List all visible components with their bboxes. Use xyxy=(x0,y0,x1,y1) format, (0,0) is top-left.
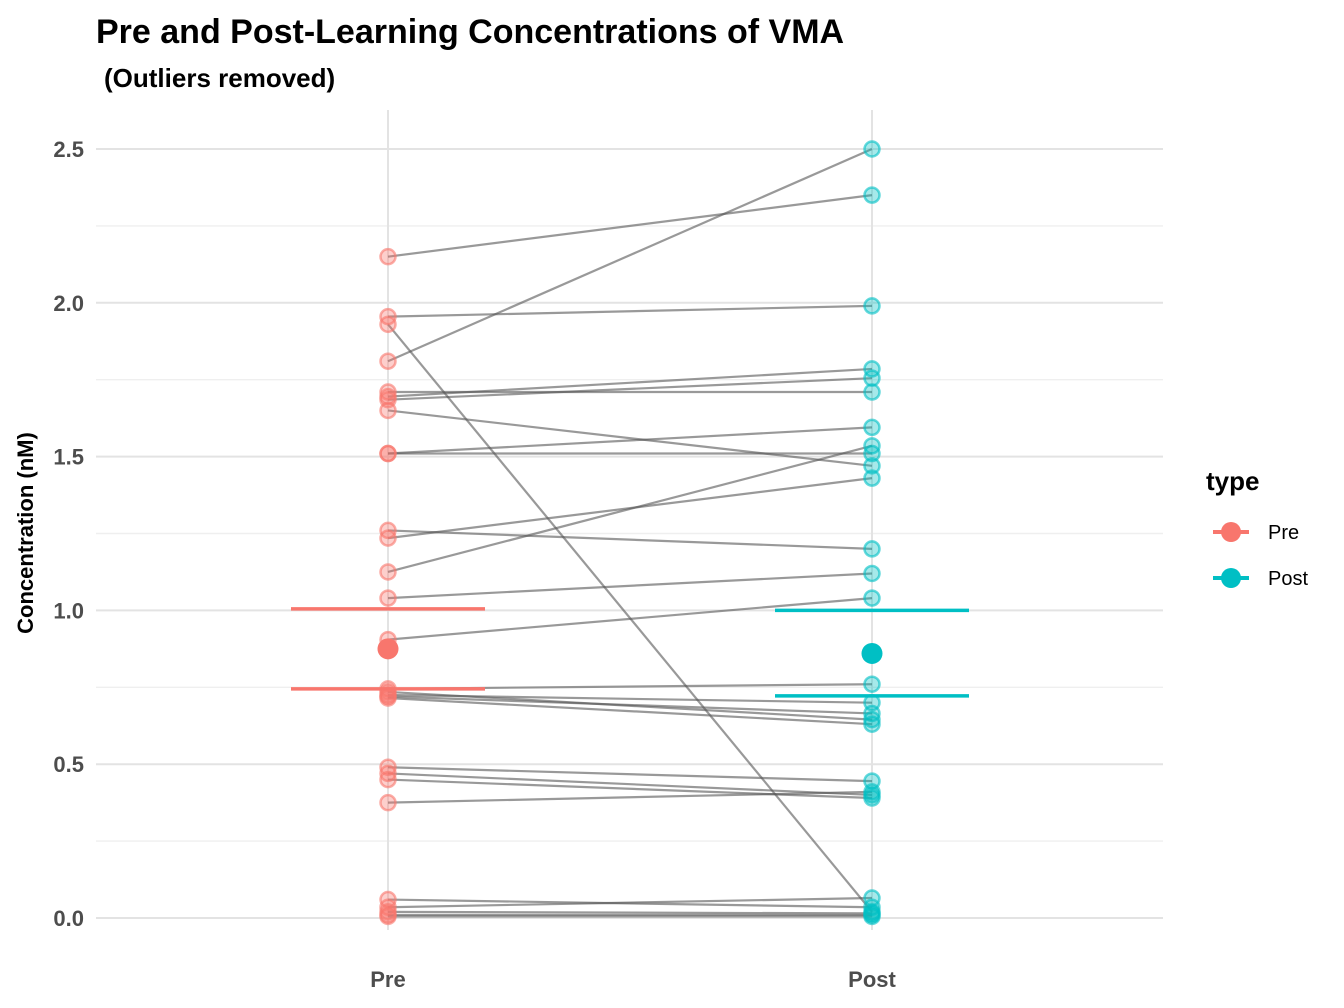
point-pre xyxy=(379,315,397,334)
pair-line xyxy=(387,766,873,783)
point-pre xyxy=(379,352,397,370)
point-pre xyxy=(379,793,397,812)
legend-title: type xyxy=(1206,466,1259,496)
x-tick-label: Pre xyxy=(370,967,405,992)
pair-line xyxy=(387,772,873,797)
data-points xyxy=(379,140,881,926)
pair-line xyxy=(387,444,873,574)
chart-subtitle: (Outliers removed) xyxy=(104,63,335,93)
pair-line xyxy=(387,597,873,641)
legend-key-dot xyxy=(1221,568,1241,588)
pair-line xyxy=(387,695,873,715)
y-tick-label: 2.0 xyxy=(53,291,84,316)
point-pre xyxy=(379,401,397,420)
point-post xyxy=(863,889,881,907)
point-post xyxy=(863,710,881,729)
chart-title: Pre and Post-Learning Concentrations of … xyxy=(96,13,844,51)
legend-label: Pre xyxy=(1268,522,1299,544)
point-post xyxy=(863,789,881,807)
legend-label: Post xyxy=(1268,568,1308,590)
legend-key-dot xyxy=(1221,522,1241,542)
point-post xyxy=(863,589,881,607)
point-post xyxy=(863,369,881,387)
pair-line xyxy=(387,409,873,467)
y-tick-label: 2.5 xyxy=(53,137,84,162)
point-post xyxy=(863,469,881,487)
x-tick-label: Post xyxy=(848,967,896,992)
grid xyxy=(96,110,1163,930)
pair-line xyxy=(387,194,873,258)
point-post xyxy=(863,297,881,315)
x-axis-ticks: Pre Post xyxy=(370,967,896,992)
y-axis-title: Concentration (nM) xyxy=(13,432,38,634)
point-post xyxy=(863,457,881,475)
legend-items: Pre Post xyxy=(1213,522,1308,590)
pair-line xyxy=(387,529,873,550)
point-pre xyxy=(379,758,397,777)
pair-line xyxy=(387,367,873,398)
pair-line xyxy=(387,778,873,800)
pair-lines xyxy=(387,147,873,918)
point-pre xyxy=(379,444,397,463)
pair-line xyxy=(387,896,873,909)
point-pre xyxy=(379,764,397,783)
mean-point xyxy=(861,642,883,664)
legend: type Pre Post xyxy=(1206,466,1308,590)
point-pre xyxy=(379,589,397,607)
y-tick-label: 1.0 xyxy=(53,598,84,623)
pair-line xyxy=(387,572,873,600)
point-pre xyxy=(379,689,397,707)
point-post xyxy=(863,564,881,583)
point-post xyxy=(863,437,881,455)
point-pre xyxy=(379,529,397,547)
point-post xyxy=(863,783,881,801)
pair-line xyxy=(387,377,873,401)
y-tick-label: 1.5 xyxy=(53,445,84,470)
y-axis-ticks: 0.0 0.5 1.0 1.5 2.0 2.5 xyxy=(53,137,84,931)
point-pre xyxy=(379,770,397,789)
point-post xyxy=(863,418,881,437)
pair-line xyxy=(387,693,873,704)
pair-line xyxy=(387,426,873,455)
pair-line xyxy=(387,910,873,915)
summary-marks xyxy=(291,607,969,698)
point-pre xyxy=(379,247,397,266)
point-post xyxy=(863,540,881,558)
point-post xyxy=(863,715,881,733)
point-post xyxy=(863,140,881,158)
point-pre xyxy=(379,907,397,926)
point-pre xyxy=(379,563,397,581)
mean-point xyxy=(377,638,399,660)
pair-line xyxy=(387,147,873,363)
point-post xyxy=(863,675,881,693)
point-post xyxy=(863,907,881,926)
point-post xyxy=(863,186,881,204)
y-tick-label: 0.0 xyxy=(53,906,84,931)
y-tick-label: 0.5 xyxy=(53,752,84,777)
pair-line xyxy=(387,304,873,318)
pair-line xyxy=(387,790,873,804)
pair-line xyxy=(387,696,873,726)
